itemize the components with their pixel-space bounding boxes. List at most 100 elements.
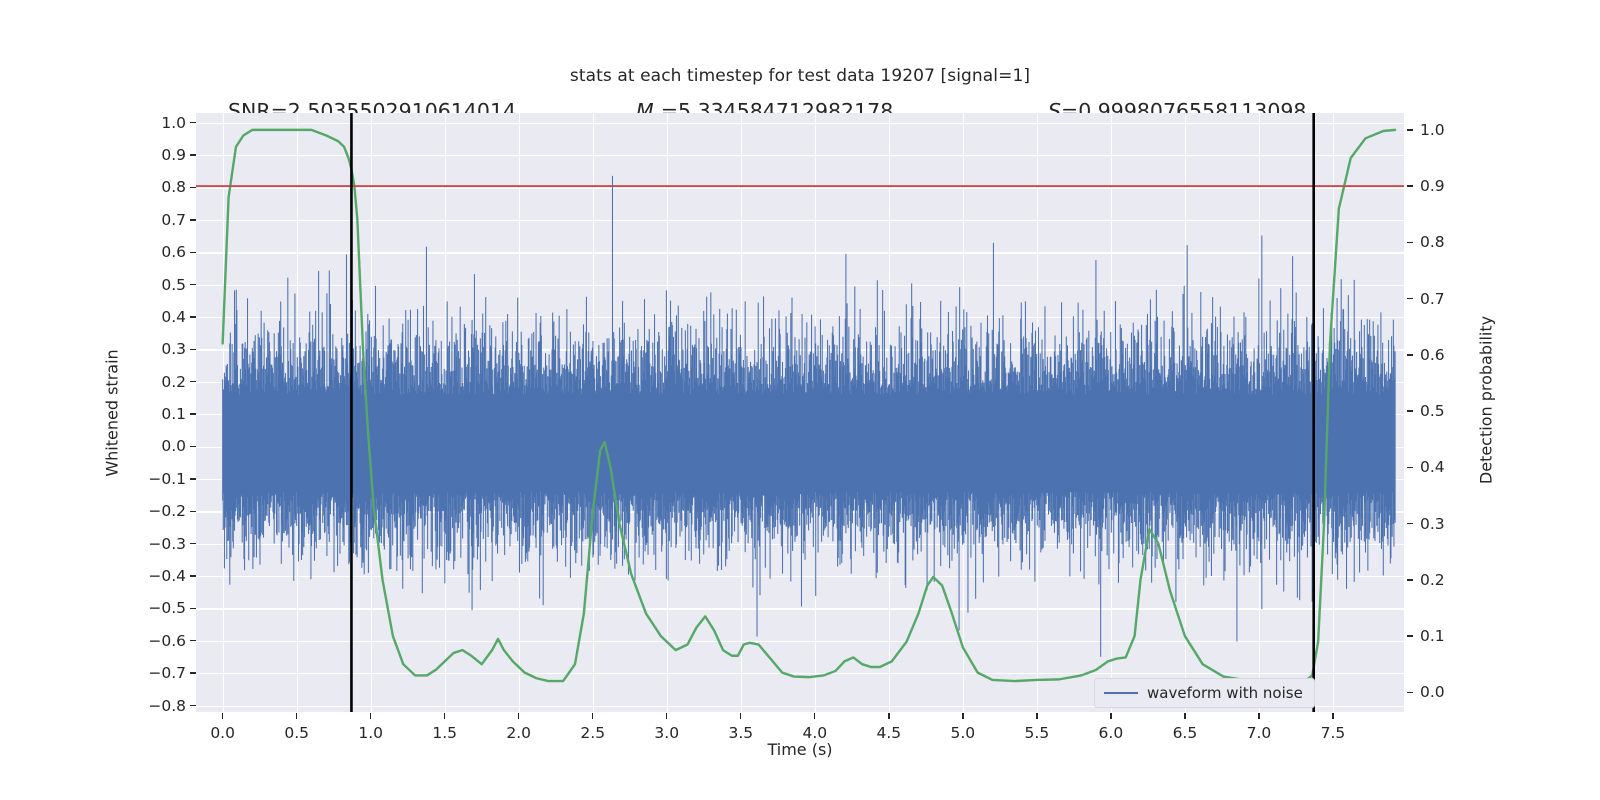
x-tick-label: 0.0 xyxy=(210,724,235,742)
waveform-noise-path xyxy=(222,175,1396,657)
y-tick-label-left: 1.0 xyxy=(161,113,186,132)
x-tick-mark xyxy=(740,713,742,719)
y-tick-label-left: −0.5 xyxy=(148,599,186,618)
y-axis-label-left: Whitened strain xyxy=(102,349,122,477)
y-tick-label-right: 1.0 xyxy=(1420,120,1445,139)
y-tick-mark-left xyxy=(190,672,196,674)
y-tick-label-left: 0.0 xyxy=(161,437,186,456)
x-tick-mark xyxy=(666,713,668,719)
x-tick-label: 6.5 xyxy=(1172,724,1198,742)
y-tick-label-left: −0.1 xyxy=(148,469,186,488)
x-tick-label: 3.5 xyxy=(728,724,754,742)
y-tick-label-left: −0.7 xyxy=(148,664,186,683)
y-tick-label-left: 0.5 xyxy=(161,275,186,294)
y-tick-label-right: 0.6 xyxy=(1420,345,1445,364)
x-tick-label: 4.5 xyxy=(876,724,902,742)
y-tick-mark-left xyxy=(190,283,196,286)
grid-line-horizontal xyxy=(196,673,1404,675)
x-tick-mark xyxy=(444,713,446,719)
y-tick-mark-left xyxy=(190,381,196,383)
y-tick-mark-right xyxy=(1407,466,1413,469)
x-tick-mark xyxy=(369,713,372,719)
x-tick-mark xyxy=(814,713,816,719)
grid-line-horizontal xyxy=(196,155,1404,157)
y-tick-mark-right xyxy=(1407,691,1413,693)
y-tick-label-left: 0.9 xyxy=(161,146,186,165)
y-tick-mark-right xyxy=(1407,241,1413,244)
y-tick-label-right: 0.1 xyxy=(1420,627,1445,646)
y-tick-mark-left xyxy=(190,122,196,124)
y-tick-mark-left xyxy=(190,316,196,318)
y-tick-mark-left xyxy=(190,478,196,480)
chart-title: stats at each timestep for test data 192… xyxy=(569,66,1031,86)
x-tick-mark xyxy=(295,713,298,719)
y-tick-mark-left xyxy=(190,445,196,448)
x-tick-label: 1.0 xyxy=(358,724,383,742)
y-tick-mark-right xyxy=(1407,635,1413,637)
legend-label-waveform: waveform with noise xyxy=(1147,684,1303,702)
y-tick-mark-left xyxy=(190,575,196,577)
overlay-series xyxy=(196,113,1404,712)
y-tick-mark-left xyxy=(190,251,196,253)
x-tick-label: 1.5 xyxy=(432,724,458,742)
y-tick-mark-left xyxy=(190,510,196,512)
y-tick-label-right: 0.4 xyxy=(1420,458,1445,477)
y-tick-mark-left xyxy=(190,640,196,642)
x-tick-label: 2.5 xyxy=(580,724,606,742)
y-tick-label-left: 0.2 xyxy=(161,372,186,391)
y-tick-mark-right xyxy=(1407,522,1413,525)
x-tick-label: 7.5 xyxy=(1320,724,1346,742)
y-tick-label-left: −0.3 xyxy=(148,534,186,553)
x-tick-mark xyxy=(1184,713,1186,719)
y-tick-mark-left xyxy=(190,413,196,415)
grid-line-horizontal xyxy=(196,284,1404,286)
y-tick-label-left: −0.8 xyxy=(148,696,186,715)
grid-line-horizontal xyxy=(196,608,1404,610)
y-tick-label-right: 0.3 xyxy=(1420,514,1445,533)
y-tick-mark-right xyxy=(1407,185,1413,187)
y-tick-label-left: 0.6 xyxy=(161,243,186,262)
x-tick-label: 5.0 xyxy=(950,724,976,742)
grid-line-horizontal xyxy=(196,122,1404,124)
plot-area xyxy=(196,113,1404,712)
y-tick-mark-right xyxy=(1407,579,1413,581)
grid-line-horizontal xyxy=(196,705,1404,707)
y-tick-label-right: 0.2 xyxy=(1420,570,1445,589)
grid-line-horizontal xyxy=(196,576,1404,578)
y-tick-mark-left xyxy=(190,219,196,221)
x-tick-mark xyxy=(518,713,520,719)
y-tick-mark-right xyxy=(1407,410,1413,412)
y-tick-label-left: 0.4 xyxy=(161,307,186,326)
detection-probability-curve xyxy=(221,128,1397,683)
x-tick-mark xyxy=(1110,713,1112,719)
grid-line-horizontal xyxy=(196,187,1404,189)
x-tick-mark xyxy=(221,713,224,719)
y-tick-label-right: 0.7 xyxy=(1420,289,1445,308)
y-tick-label-left: 0.3 xyxy=(161,340,186,359)
x-tick-label: 2.0 xyxy=(506,724,532,742)
x-tick-label: 4.0 xyxy=(802,724,828,742)
x-tick-mark xyxy=(1036,713,1038,719)
x-tick-mark xyxy=(962,713,964,719)
grid-line-horizontal xyxy=(196,640,1404,643)
grid-line-horizontal xyxy=(196,316,1404,319)
y-tick-mark-left xyxy=(190,154,196,156)
y-tick-label-left: 0.1 xyxy=(161,405,186,424)
x-tick-label: 3.0 xyxy=(654,724,680,742)
y-tick-mark-left xyxy=(190,607,196,610)
y-tick-label-left: −0.6 xyxy=(148,631,186,650)
x-tick-label: 0.5 xyxy=(284,724,309,742)
y-tick-mark-right xyxy=(1407,129,1413,131)
y-tick-mark-left xyxy=(190,542,196,545)
y-tick-mark-left xyxy=(190,348,196,351)
waveform-noise-series xyxy=(222,175,1396,657)
x-axis-label: Time (s) xyxy=(767,740,833,759)
x-tick-label: 6.0 xyxy=(1098,724,1124,742)
y-tick-label-right: 0.8 xyxy=(1420,233,1445,252)
x-tick-mark xyxy=(592,713,594,719)
grid-line-horizontal xyxy=(196,543,1404,545)
legend-swatch-waveform xyxy=(1104,691,1138,695)
y-tick-label-left: 0.8 xyxy=(161,178,186,197)
y-tick-mark-right xyxy=(1407,354,1413,356)
